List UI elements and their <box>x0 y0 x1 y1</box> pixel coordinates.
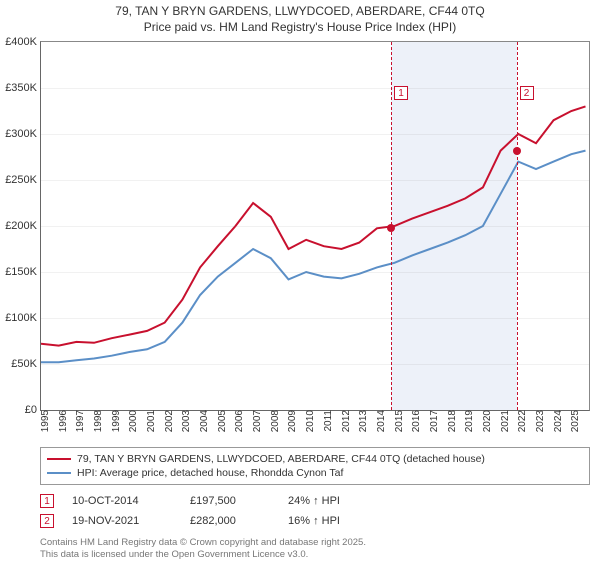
xtick-label: 2020 <box>480 410 493 432</box>
event-date: 10-OCT-2014 <box>72 495 172 507</box>
legend-label-series1: 79, TAN Y BRYN GARDENS, LLWYDCOED, ABERD… <box>77 453 485 465</box>
xtick-label: 2003 <box>179 410 192 432</box>
xtick-label: 2001 <box>144 410 157 432</box>
event-price: £282,000 <box>190 515 270 527</box>
event-marker: 2 <box>40 514 54 528</box>
xtick-label: 2006 <box>232 410 245 432</box>
series-line <box>41 151 586 363</box>
xtick-label: 2016 <box>409 410 422 432</box>
events-table: 1 10-OCT-2014 £197,500 24% ↑ HPI 2 19-NOV-202… <box>40 491 590 531</box>
ytick-label: £50K <box>11 358 41 370</box>
xtick-label: 1996 <box>56 410 69 432</box>
gridline-y <box>41 88 589 89</box>
xtick-label: 2010 <box>303 410 316 432</box>
xtick-label: 2012 <box>339 410 352 432</box>
sale-dot <box>513 147 521 155</box>
chart-plot-area: £0£50K£100K£150K£200K£250K£300K£350K£400… <box>40 41 590 411</box>
xtick-label: 1997 <box>73 410 86 432</box>
ytick-label: £150K <box>5 266 41 278</box>
legend-item: HPI: Average price, detached house, Rhon… <box>47 466 583 480</box>
xtick-label: 2008 <box>268 410 281 432</box>
event-marker: 1 <box>394 86 408 100</box>
legend-swatch-series1 <box>47 458 71 460</box>
legend: 79, TAN Y BRYN GARDENS, LLWYDCOED, ABERD… <box>40 447 590 485</box>
gridline-y <box>41 318 589 319</box>
xtick-label: 2009 <box>285 410 298 432</box>
xtick-label: 1995 <box>38 410 51 432</box>
xtick-label: 2011 <box>321 410 334 432</box>
ytick-label: £200K <box>5 220 41 232</box>
xtick-label: 2015 <box>392 410 405 432</box>
xtick-label: 2013 <box>356 410 369 432</box>
xtick-label: 2025 <box>568 410 581 432</box>
gridline-y <box>41 226 589 227</box>
gridline-y <box>41 134 589 135</box>
attribution-footer: Contains HM Land Registry data © Crown c… <box>40 537 590 561</box>
event-marker: 2 <box>520 86 534 100</box>
event-marker: 1 <box>40 494 54 508</box>
ytick-label: £250K <box>5 174 41 186</box>
xtick-label: 2002 <box>162 410 175 432</box>
xtick-label: 2000 <box>126 410 139 432</box>
ytick-label: £350K <box>5 82 41 94</box>
event-price: £197,500 <box>190 495 270 507</box>
xtick-label: 2005 <box>215 410 228 432</box>
gridline-y <box>41 364 589 365</box>
xtick-label: 2017 <box>427 410 440 432</box>
ytick-label: £400K <box>5 36 41 48</box>
sale-dot <box>387 224 395 232</box>
legend-item: 79, TAN Y BRYN GARDENS, LLWYDCOED, ABERD… <box>47 452 583 466</box>
events-row: 2 19-NOV-2021 £282,000 16% ↑ HPI <box>40 511 590 531</box>
xtick-label: 2007 <box>250 410 263 432</box>
event-line <box>517 42 518 410</box>
xtick-label: 2014 <box>374 410 387 432</box>
title-line2: Price paid vs. HM Land Registry's House … <box>0 20 600 36</box>
xtick-label: 2018 <box>445 410 458 432</box>
event-delta: 24% ↑ HPI <box>288 495 340 507</box>
xtick-label: 2004 <box>197 410 210 432</box>
legend-label-series2: HPI: Average price, detached house, Rhon… <box>77 467 343 479</box>
xtick-label: 2019 <box>462 410 475 432</box>
footer-line2: This data is licensed under the Open Gov… <box>40 549 590 561</box>
event-delta: 16% ↑ HPI <box>288 515 340 527</box>
footer-line1: Contains HM Land Registry data © Crown c… <box>40 537 590 549</box>
events-row: 1 10-OCT-2014 £197,500 24% ↑ HPI <box>40 491 590 511</box>
xtick-label: 1999 <box>109 410 122 432</box>
event-date: 19-NOV-2021 <box>72 515 172 527</box>
ytick-label: £300K <box>5 128 41 140</box>
xtick-label: 2024 <box>551 410 564 432</box>
legend-swatch-series2 <box>47 472 71 474</box>
xtick-label: 2023 <box>533 410 546 432</box>
gridline-y <box>41 272 589 273</box>
ytick-label: £100K <box>5 312 41 324</box>
gridline-y <box>41 180 589 181</box>
xtick-label: 2021 <box>498 410 511 432</box>
xtick-label: 1998 <box>91 410 104 432</box>
title-line1: 79, TAN Y BRYN GARDENS, LLWYDCOED, ABERD… <box>0 4 600 20</box>
xtick-label: 2022 <box>515 410 528 432</box>
chart-title: 79, TAN Y BRYN GARDENS, LLWYDCOED, ABERD… <box>0 0 600 35</box>
